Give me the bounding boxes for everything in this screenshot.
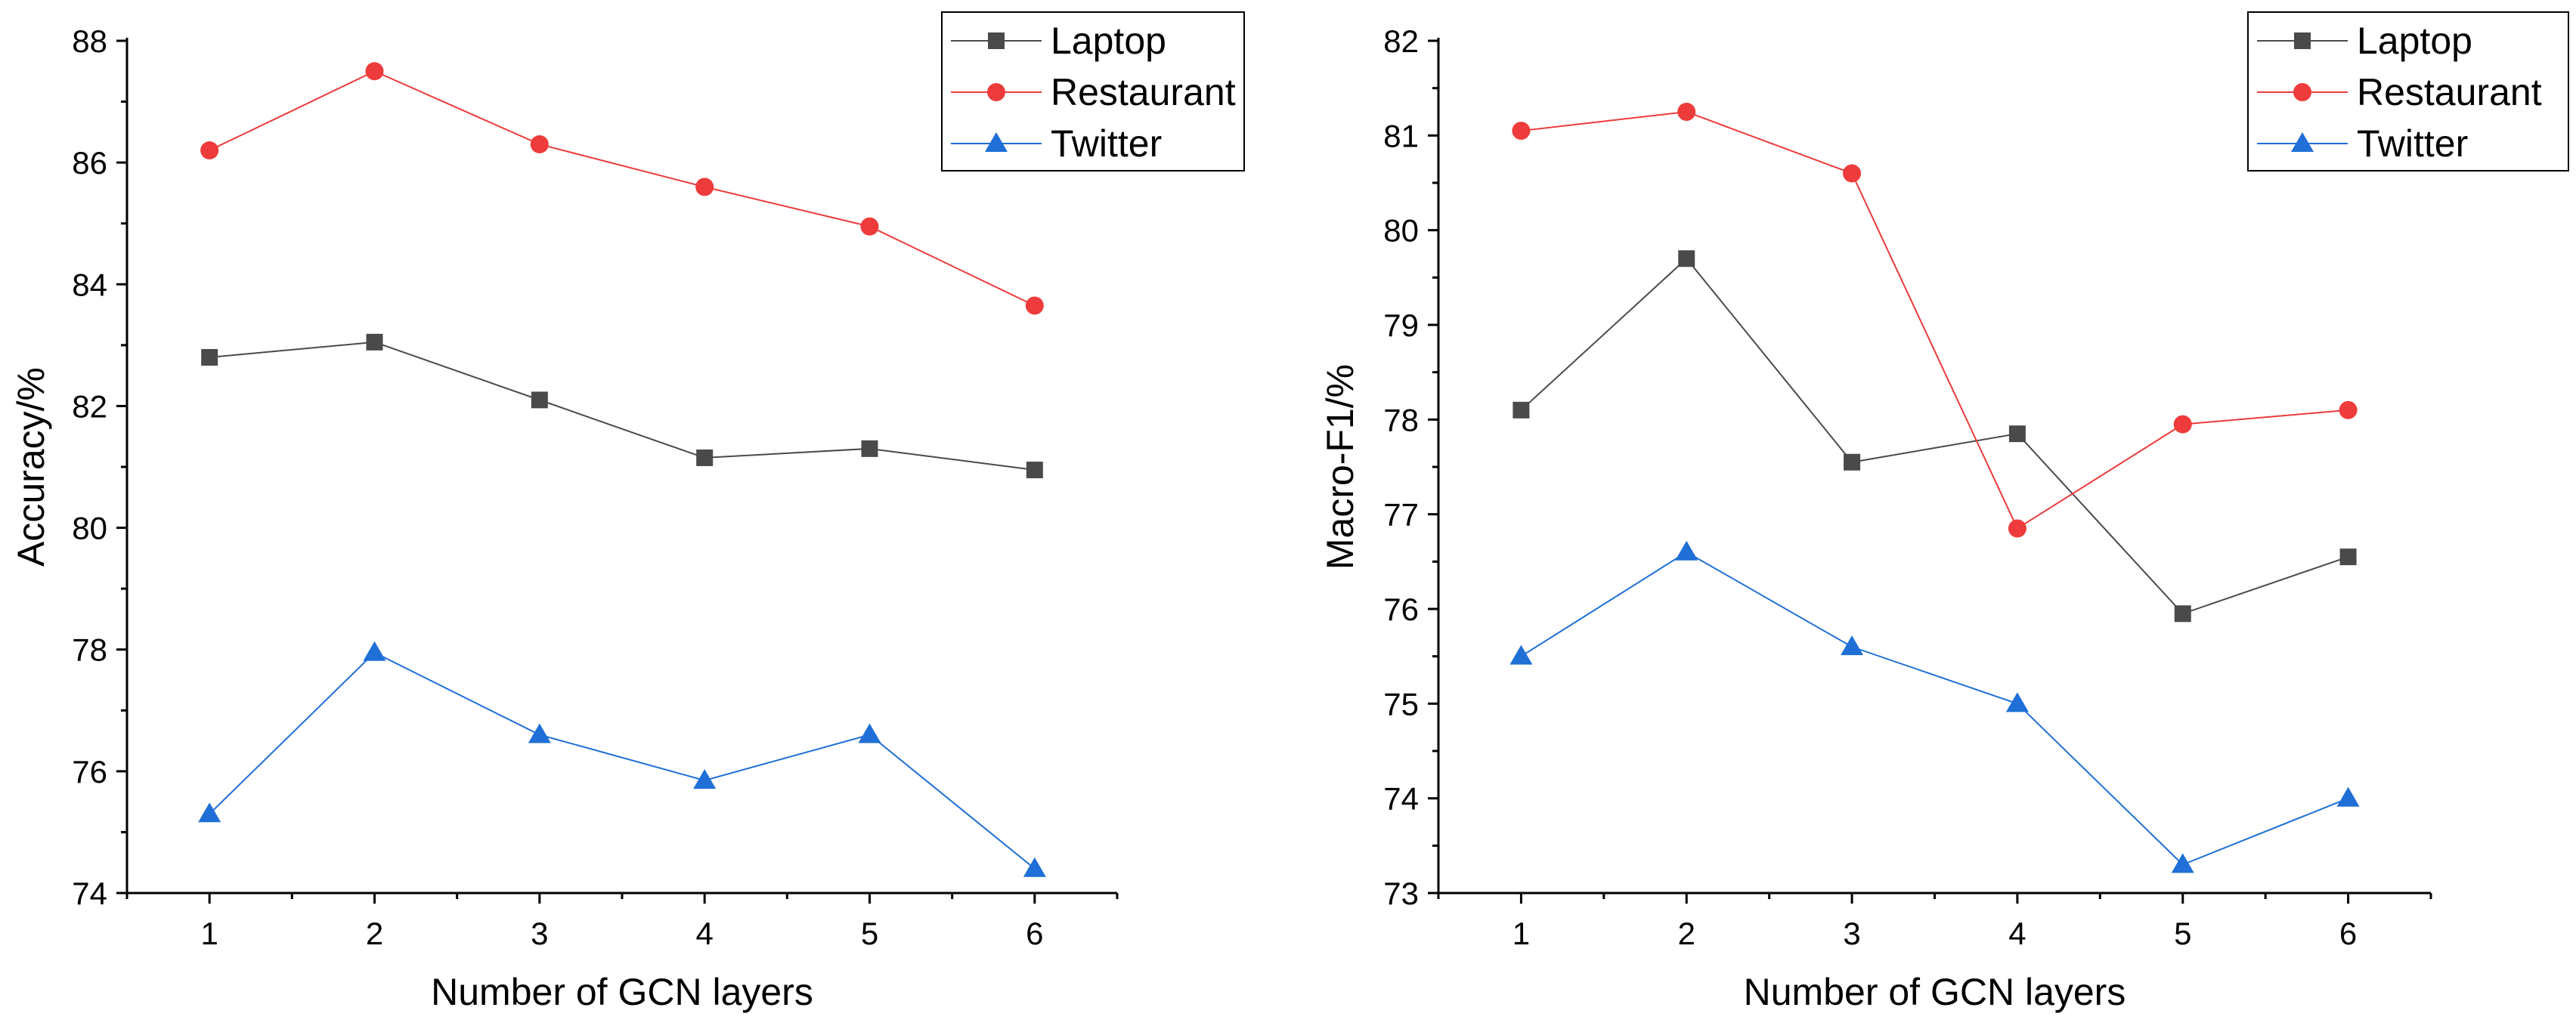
point-laptop-5 — [861, 440, 878, 457]
point-laptop-2 — [366, 333, 383, 351]
point-laptop-2 — [1678, 250, 1695, 267]
point-twitter-2 — [1675, 540, 1698, 561]
point-twitter-4 — [693, 768, 717, 789]
y-tick-label: 82 — [1383, 23, 1419, 59]
y-tick-label: 81 — [1383, 118, 1419, 153]
macro-f1-chart: 73 74 75 76 77 78 79 80 81 82 1 2 3 4 5 6 Number of GCN … — [1319, 11, 2569, 1013]
point-restaurant-2 — [365, 62, 384, 81]
point-laptop-3 — [1844, 453, 1861, 471]
point-twitter-5 — [2171, 853, 2194, 873]
y-tick-label: 74 — [1383, 781, 1419, 817]
point-laptop-6 — [1026, 462, 1043, 479]
point-twitter-6 — [1023, 857, 1046, 877]
legend-marker-restaurant — [2293, 83, 2311, 101]
point-restaurant-4 — [2008, 519, 2026, 538]
y-tick-label: 79 — [1383, 307, 1419, 343]
y-tick-label: 76 — [1383, 592, 1419, 627]
legend-marker-restaurant — [987, 83, 1005, 101]
x-tick-label: 4 — [695, 916, 713, 951]
point-twitter-1 — [1509, 644, 1533, 665]
y-tick-label: 82 — [72, 388, 107, 424]
y-tick-label: 86 — [72, 145, 107, 181]
point-laptop-3 — [531, 391, 548, 409]
point-laptop-6 — [2339, 549, 2357, 566]
y-tick-label: 73 — [1383, 876, 1419, 911]
y-tick-label: 76 — [72, 754, 107, 790]
x-tick-label: 4 — [2008, 916, 2026, 951]
legend-label-twitter: Twitter — [2357, 122, 2468, 165]
legend-label-laptop: Laptop — [2357, 20, 2472, 62]
x-tick-label: 6 — [1026, 916, 1043, 951]
x-tick-label: 2 — [366, 916, 383, 951]
x-tick-label: 1 — [1512, 916, 1530, 951]
point-restaurant-3 — [1843, 164, 1862, 183]
y-tick-label: 84 — [72, 267, 107, 302]
x-tick-label: 3 — [1843, 916, 1860, 951]
accuracy-chart: 74 76 78 80 82 84 86 88 1 2 3 4 5 6 Number of GCN laye… — [10, 11, 1245, 1013]
y-tick-label: 78 — [1383, 402, 1419, 437]
point-laptop-1 — [201, 348, 218, 366]
x-tick-label: 6 — [2339, 916, 2357, 951]
legend-marker-laptop — [2294, 32, 2311, 49]
y-tick-label: 80 — [72, 511, 107, 546]
point-twitter-2 — [363, 641, 386, 661]
point-twitter-3 — [528, 723, 551, 743]
point-restaurant-6 — [1025, 296, 1044, 315]
point-laptop-1 — [1512, 401, 1530, 419]
point-restaurant-1 — [200, 141, 219, 160]
point-restaurant-1 — [1512, 122, 1531, 141]
point-twitter-1 — [198, 802, 221, 823]
y-tick-label: 77 — [1383, 497, 1419, 533]
y-tick-label: 88 — [72, 23, 107, 59]
legend-label-twitter: Twitter — [1051, 122, 1162, 165]
y-tick-label: 80 — [1383, 213, 1419, 249]
point-restaurant-6 — [2339, 400, 2358, 419]
y-tick-label: 75 — [1383, 686, 1419, 722]
x-axis-title: Number of GCN layers — [1744, 971, 2126, 1013]
series-line-restaurant — [209, 70, 1036, 307]
series-line-twitter — [1520, 551, 2348, 866]
series-line-laptop — [209, 341, 1035, 471]
x-tick-label: 1 — [200, 916, 218, 951]
point-laptop-5 — [2174, 605, 2191, 623]
point-restaurant-5 — [860, 217, 879, 236]
point-twitter-4 — [2005, 692, 2029, 712]
y-axis-title: Macro-F1/% — [1319, 364, 1361, 570]
x-tick-label: 3 — [531, 916, 548, 951]
y-axis-title: Accuracy/% — [10, 367, 52, 567]
point-twitter-5 — [858, 723, 881, 743]
series-line-laptop — [1520, 257, 2348, 615]
x-tick-label: 5 — [2174, 916, 2191, 951]
x-tick-label: 2 — [1678, 916, 1695, 951]
y-tick-label: 78 — [72, 632, 107, 668]
point-restaurant-3 — [530, 134, 549, 153]
y-tick-label: 74 — [72, 876, 107, 911]
legend-label-laptop: Laptop — [1051, 20, 1166, 62]
legend-marker-twitter — [2291, 132, 2314, 152]
point-restaurant-2 — [1677, 103, 1696, 121]
legend-marker-laptop — [988, 32, 1005, 49]
point-laptop-4 — [696, 449, 714, 466]
point-twitter-6 — [2336, 786, 2360, 807]
point-restaurant-4 — [695, 178, 714, 196]
point-laptop-4 — [2008, 425, 2026, 443]
point-restaurant-5 — [2173, 415, 2192, 434]
legend-marker-twitter — [985, 132, 1008, 152]
point-twitter-3 — [1841, 635, 1864, 656]
x-tick-label: 5 — [861, 916, 878, 951]
legend-label-restaurant: Restaurant — [1051, 71, 1236, 113]
series-line-restaurant — [1521, 110, 2348, 530]
legend-label-restaurant: Restaurant — [2357, 71, 2542, 113]
series-line-twitter — [209, 651, 1036, 870]
x-axis-title: Number of GCN layers — [431, 971, 813, 1013]
